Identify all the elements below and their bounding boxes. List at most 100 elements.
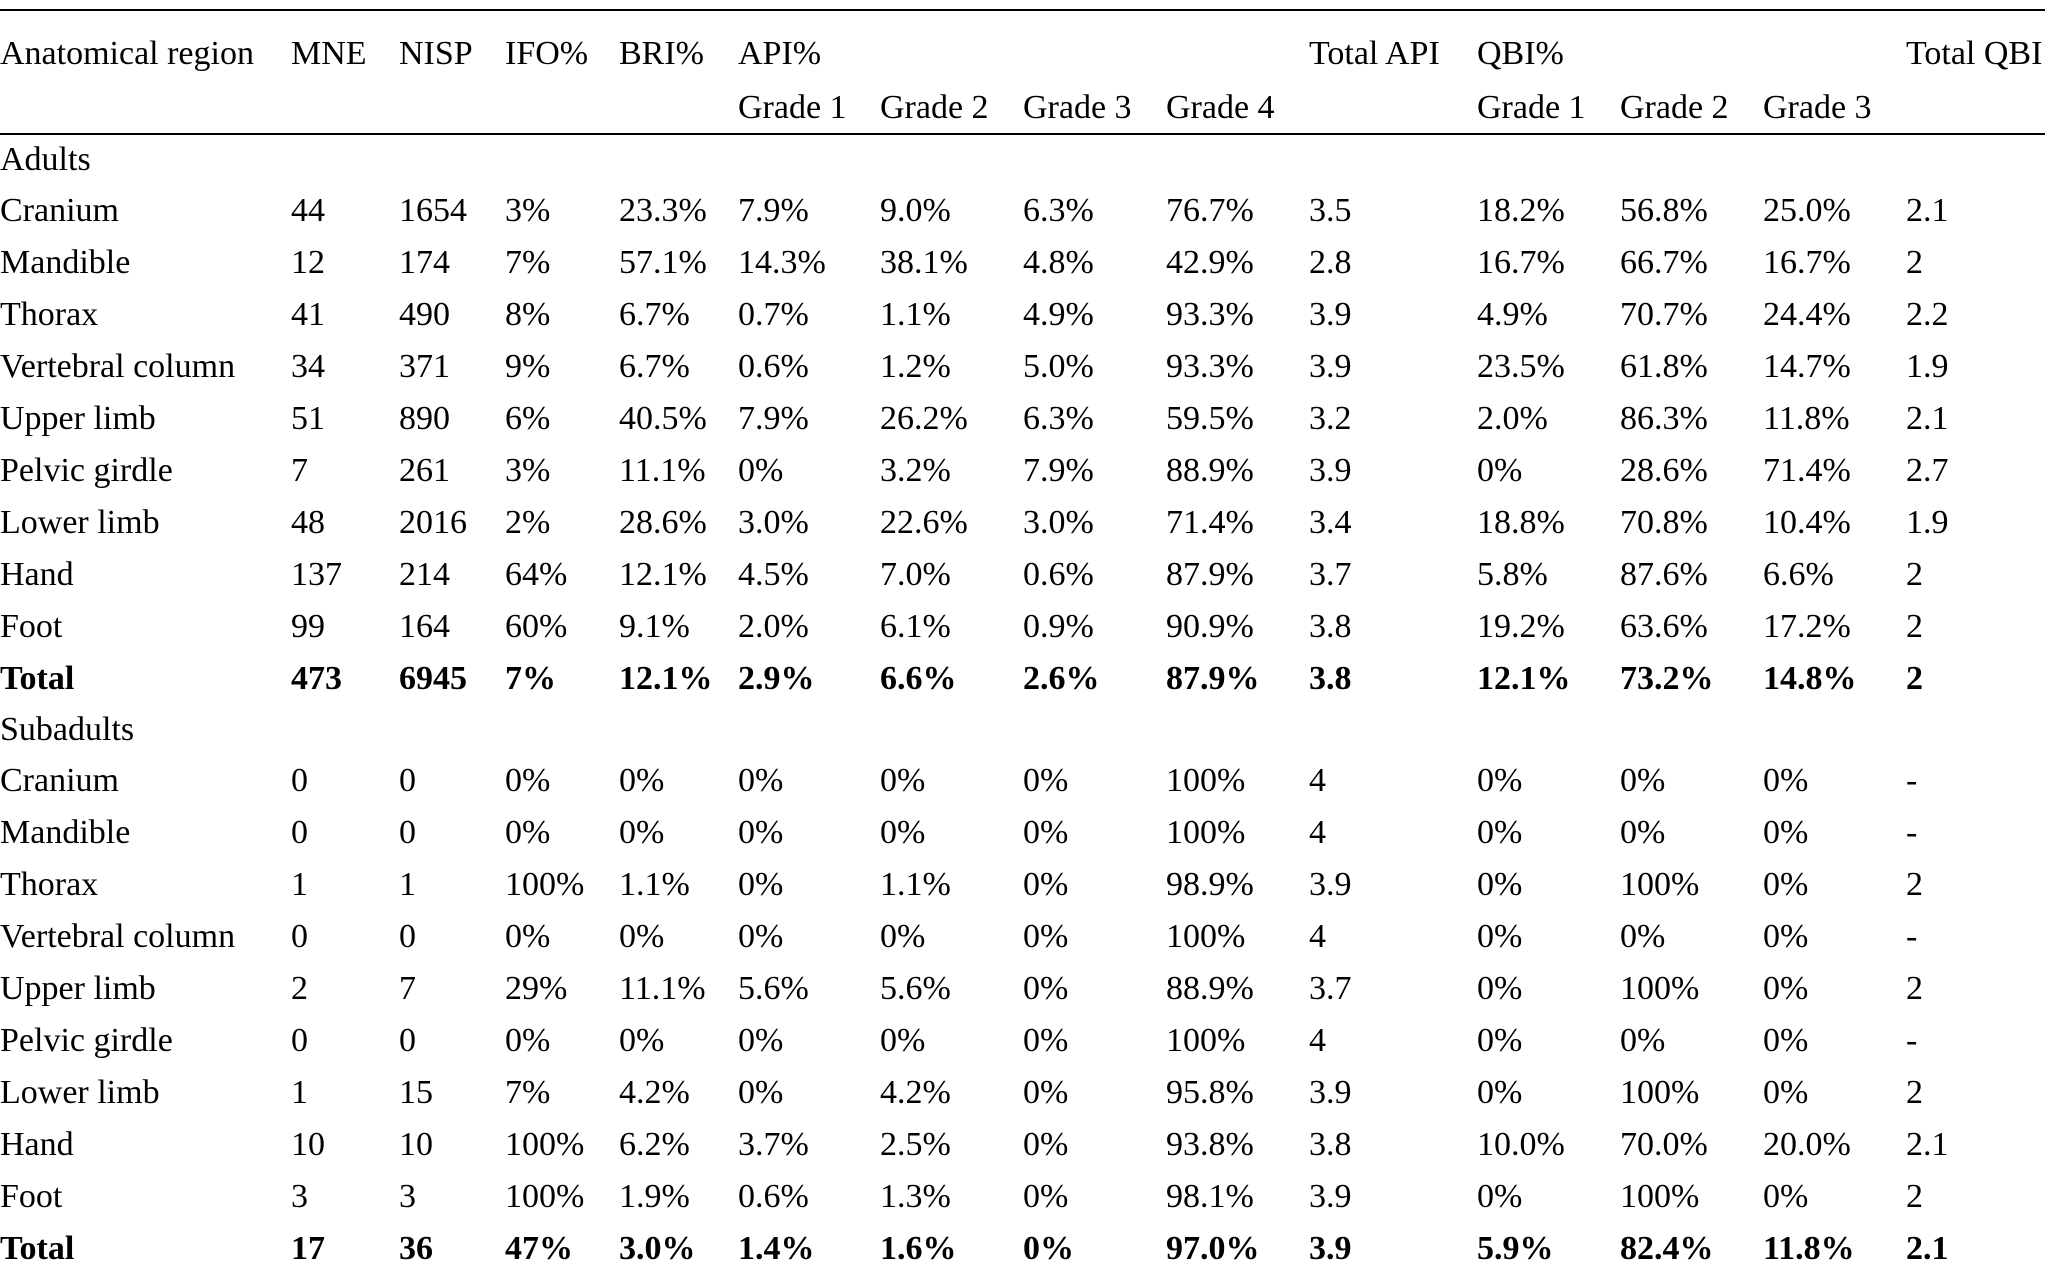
column-header xyxy=(1166,10,1309,91)
total-cell: 2.6% xyxy=(1023,660,1100,697)
table-cell: 26.2% xyxy=(880,400,968,437)
column-header: Grade 1 xyxy=(1477,91,1620,135)
table-cell: 0% xyxy=(1763,762,1809,799)
table-cell: 0% xyxy=(880,918,926,955)
table-cell: 0% xyxy=(880,762,926,799)
group-label: Adults xyxy=(0,141,91,178)
table-row: Cranium 0 0 0% 0% 0% 0% 0% 100% 4 0% 0% 0% - xyxy=(0,755,2045,807)
total-cell: 5.9% xyxy=(1477,1230,1554,1267)
table-cell: 40.5% xyxy=(619,400,707,437)
region-cell: Hand xyxy=(0,1126,74,1163)
table-cell: 4 xyxy=(1309,762,1326,799)
table-cell: 4.2% xyxy=(619,1074,690,1111)
table-cell: 3.7 xyxy=(1309,556,1352,593)
header-row-2: Grade 1 Grade 2 Grade 3 Grade 4 Grade 1 Grade… xyxy=(0,91,2045,135)
column-header xyxy=(0,91,291,135)
total-row: Total 473 6945 7% 12.1% 2.9% 6.6% 2.6% 87.9% 3.8 1… xyxy=(0,653,2045,705)
table-cell: 64% xyxy=(505,556,568,593)
table-cell: 1.1% xyxy=(880,866,951,903)
table-cell: 23.3% xyxy=(619,192,707,229)
table-cell: 3.9 xyxy=(1309,866,1352,903)
total-cell: 2 xyxy=(1906,660,1923,697)
table-row: Hand 137 214 64% 12.1% 4.5% 7.0% 0.6% 87.9% 3.7 5.… xyxy=(0,549,2045,601)
table-cell: 2 xyxy=(291,970,308,1007)
table-cell: 0% xyxy=(738,814,784,851)
table-row: Thorax 1 1 100% 1.1% 0% 1.1% 0% 98.9% 3.9 0% 100% 0%… xyxy=(0,859,2045,911)
table-cell: 66.7% xyxy=(1620,244,1708,281)
table-cell: 490 xyxy=(399,296,450,333)
table-cell: 890 xyxy=(399,400,450,437)
region-cell: Upper limb xyxy=(0,400,156,437)
table-cell: 70.0% xyxy=(1620,1126,1708,1163)
table-row: Hand 10 10 100% 6.2% 3.7% 2.5% 0% 93.8% 3.8 10.0% 7… xyxy=(0,1119,2045,1171)
group-row: Adults xyxy=(0,134,2045,185)
table-cell: 0% xyxy=(1763,814,1809,851)
table-cell: 11.1% xyxy=(619,970,706,1007)
table-cell: 3.0% xyxy=(1023,504,1094,541)
table-cell: 0% xyxy=(738,918,784,955)
table-cell: 0% xyxy=(1023,1074,1069,1111)
table-cell: 6% xyxy=(505,400,551,437)
table-cell: 16.7% xyxy=(1763,244,1851,281)
table-cell: 22.6% xyxy=(880,504,968,541)
table-cell: 2 xyxy=(1906,1178,1923,1215)
table-header: Anatomical region MNE NISP IFO% BRI% API% Tota… xyxy=(0,10,2045,135)
table-cell: 4 xyxy=(1309,1022,1326,1059)
table-cell: 0% xyxy=(619,814,665,851)
table-cell: 4.8% xyxy=(1023,244,1094,281)
table-cell: 4 xyxy=(1309,814,1326,851)
table-cell: 23.5% xyxy=(1477,348,1565,385)
column-header xyxy=(880,10,1023,91)
column-header xyxy=(619,91,738,135)
table-cell: 8% xyxy=(505,296,551,333)
total-cell: 7% xyxy=(505,660,556,697)
region-cell: Pelvic girdle xyxy=(0,452,173,489)
total-cell: 6.6% xyxy=(880,660,957,697)
table-cell: 9.1% xyxy=(619,608,690,645)
table-cell: 2 xyxy=(1906,608,1923,645)
table-cell: 2.8 xyxy=(1309,244,1352,281)
column-header: Grade 2 xyxy=(1620,91,1763,135)
table-cell: 137 xyxy=(291,556,342,593)
table-cell: 5.0% xyxy=(1023,348,1094,385)
table-cell: 0.6% xyxy=(738,348,809,385)
table-cell: 0.9% xyxy=(1023,608,1094,645)
table-cell: 0% xyxy=(1763,918,1809,955)
region-cell: Thorax xyxy=(0,866,99,903)
total-label: Total xyxy=(0,660,75,697)
table-cell: 3.9 xyxy=(1309,452,1352,489)
table-cell: 14.3% xyxy=(738,244,826,281)
column-header: QBI% xyxy=(1477,35,1564,72)
table-cell: 25.0% xyxy=(1763,192,1851,229)
column-header xyxy=(1906,91,2045,135)
table-cell: 6.2% xyxy=(619,1126,690,1163)
table-cell: 0% xyxy=(1023,918,1069,955)
total-cell: 87.9% xyxy=(1166,660,1260,697)
table-cell: 56.8% xyxy=(1620,192,1708,229)
table-cell: 3.9 xyxy=(1309,1178,1352,1215)
table-cell: 0.7% xyxy=(738,296,809,333)
column-header: Grade 2 xyxy=(880,91,1023,135)
table-cell: 3.0% xyxy=(738,504,809,541)
table-cell: 1.1% xyxy=(619,866,690,903)
table-cell: 2.2 xyxy=(1906,296,1949,333)
table-cell: 0% xyxy=(619,1022,665,1059)
total-cell: 2.1 xyxy=(1906,1230,1949,1267)
table-body: Adults Cranium 44 1654 3% 23.3% 7.9% 9.0% 6.3% 76… xyxy=(0,134,2045,1275)
table-row: Vertebral column 34 371 9% 6.7% 0.6% 1.2% 5.0% 9… xyxy=(0,341,2045,393)
table-cell: 4 xyxy=(1309,918,1326,955)
table-cell: 1.9% xyxy=(619,1178,690,1215)
table-cell: 88.9% xyxy=(1166,970,1254,1007)
table-cell: 2.0% xyxy=(738,608,809,645)
table-cell: 2% xyxy=(505,504,551,541)
table-cell: 100% xyxy=(1620,970,1700,1007)
table-row: Pelvic girdle 7 261 3% 11.1% 0% 3.2% 7.9% 88.9% 3… xyxy=(0,445,2045,497)
table-row: Mandible 12 174 7% 57.1% 14.3% 38.1% 4.8% 42.9% 2… xyxy=(0,237,2045,289)
table-cell: 57.1% xyxy=(619,244,707,281)
table-cell: 3.9 xyxy=(1309,348,1352,385)
column-header xyxy=(399,91,505,135)
table-cell: 0% xyxy=(1620,762,1666,799)
table-cell: 12 xyxy=(291,244,325,281)
table-cell: 0% xyxy=(1763,1022,1809,1059)
region-cell: Lower limb xyxy=(0,1074,160,1111)
